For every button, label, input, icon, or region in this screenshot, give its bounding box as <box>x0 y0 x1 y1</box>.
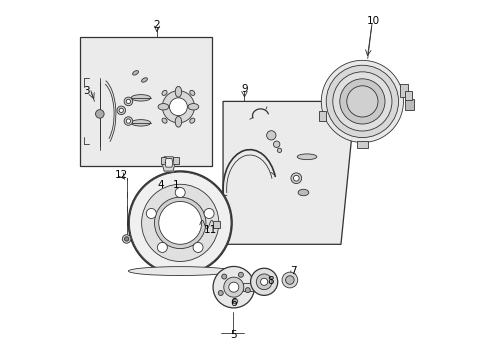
Circle shape <box>325 65 398 138</box>
Circle shape <box>193 242 203 252</box>
Circle shape <box>124 97 132 106</box>
Circle shape <box>128 171 231 275</box>
Circle shape <box>213 266 254 308</box>
Polygon shape <box>162 157 175 171</box>
Circle shape <box>228 282 238 292</box>
Circle shape <box>157 242 167 252</box>
Circle shape <box>266 131 275 140</box>
Bar <box>213 221 220 228</box>
Text: 3: 3 <box>83 86 90 96</box>
Bar <box>318 111 325 121</box>
Text: 2: 2 <box>153 19 160 30</box>
Circle shape <box>273 141 279 148</box>
Text: 9: 9 <box>241 84 247 94</box>
Ellipse shape <box>298 189 308 196</box>
Ellipse shape <box>132 71 138 75</box>
Circle shape <box>142 184 218 261</box>
Circle shape <box>122 235 131 243</box>
Ellipse shape <box>131 120 150 126</box>
Circle shape <box>282 272 297 288</box>
Bar <box>405 91 411 100</box>
Text: 11: 11 <box>204 225 217 235</box>
Circle shape <box>321 60 403 143</box>
Bar <box>405 99 413 111</box>
Ellipse shape <box>189 90 194 95</box>
Circle shape <box>218 291 223 296</box>
Ellipse shape <box>141 78 147 82</box>
Circle shape <box>260 278 267 285</box>
Ellipse shape <box>128 267 231 275</box>
Ellipse shape <box>189 118 194 123</box>
Ellipse shape <box>162 90 167 95</box>
Circle shape <box>221 274 226 279</box>
Bar <box>356 141 367 148</box>
Circle shape <box>124 117 132 125</box>
Circle shape <box>245 288 250 293</box>
Circle shape <box>256 274 271 290</box>
Text: 8: 8 <box>266 276 273 286</box>
Bar <box>173 157 179 164</box>
Circle shape <box>290 173 301 184</box>
Ellipse shape <box>162 118 167 123</box>
Ellipse shape <box>188 104 198 110</box>
Bar <box>160 157 166 164</box>
Bar <box>242 283 265 292</box>
Ellipse shape <box>297 154 316 159</box>
Circle shape <box>126 99 130 104</box>
Circle shape <box>232 299 237 304</box>
Circle shape <box>95 110 104 118</box>
Circle shape <box>250 268 277 296</box>
Text: 10: 10 <box>366 16 380 26</box>
Circle shape <box>169 98 187 116</box>
Ellipse shape <box>131 95 150 101</box>
Circle shape <box>162 91 194 123</box>
Circle shape <box>146 208 156 219</box>
Ellipse shape <box>175 116 181 127</box>
Circle shape <box>159 202 201 244</box>
Circle shape <box>339 79 384 124</box>
Bar <box>399 84 407 96</box>
Circle shape <box>124 237 128 241</box>
Circle shape <box>346 86 377 117</box>
Polygon shape <box>223 102 354 244</box>
Text: 1: 1 <box>172 180 179 190</box>
Circle shape <box>175 188 185 198</box>
Circle shape <box>154 197 205 249</box>
Text: 12: 12 <box>114 170 128 180</box>
Circle shape <box>117 106 125 114</box>
Circle shape <box>332 72 391 131</box>
Circle shape <box>203 208 214 219</box>
Circle shape <box>126 119 130 123</box>
Circle shape <box>224 277 244 297</box>
Bar <box>80 37 212 166</box>
Circle shape <box>238 272 243 277</box>
Text: 7: 7 <box>290 266 297 276</box>
Ellipse shape <box>175 86 181 97</box>
Ellipse shape <box>158 104 168 110</box>
Circle shape <box>293 175 299 181</box>
Circle shape <box>119 108 123 112</box>
Circle shape <box>277 148 281 153</box>
Text: 5: 5 <box>229 330 236 341</box>
Circle shape <box>285 276 294 284</box>
Polygon shape <box>165 158 172 167</box>
Text: 6: 6 <box>229 298 236 308</box>
Text: 4: 4 <box>157 180 163 190</box>
